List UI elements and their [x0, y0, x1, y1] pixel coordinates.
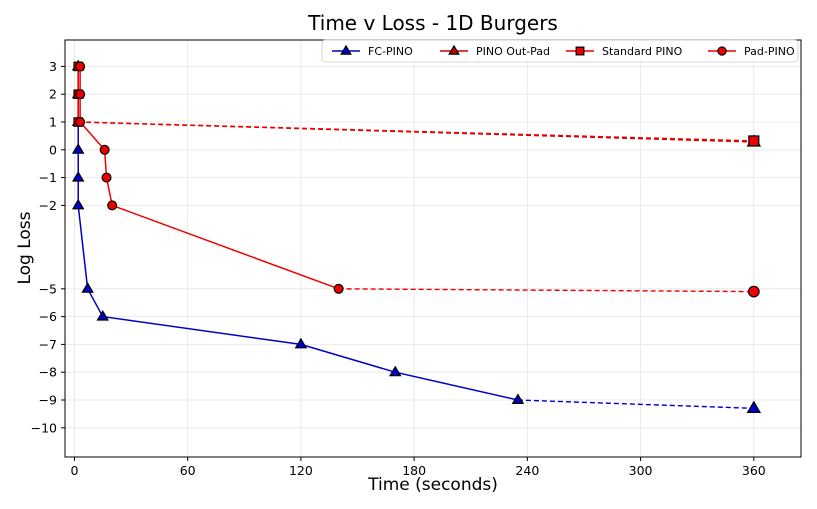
data-point — [75, 61, 86, 72]
x-tick-label: 180 — [402, 463, 426, 478]
data-point — [81, 282, 94, 293]
final-data-point — [747, 285, 760, 298]
y-axis-label: Log Loss — [15, 211, 35, 284]
data-point — [75, 116, 86, 128]
series-line — [77, 66, 519, 401]
legend-marker — [340, 44, 352, 55]
series-standard-pino — [73, 61, 760, 147]
x-tick-label: 240 — [515, 463, 539, 478]
data-point — [511, 393, 525, 404]
plot-frame — [64, 39, 802, 458]
chart-title: Time v Loss - 1D Burgers — [307, 11, 558, 35]
data-point — [333, 283, 344, 294]
data-point — [294, 337, 308, 349]
x-tick-label: 360 — [742, 463, 766, 478]
series-extrapolation-line — [78, 121, 754, 142]
x-tick-label: 120 — [289, 463, 313, 478]
grid-lines — [65, 40, 801, 457]
y-tick-label: −2 — [39, 198, 57, 213]
legend-box — [321, 39, 799, 63]
x-tick-label: 300 — [629, 463, 653, 478]
data-point — [71, 143, 85, 154]
x-axis-label: Time (seconds) — [367, 475, 498, 495]
data-point — [71, 170, 85, 182]
y-tick-label: 2 — [49, 87, 57, 102]
legend-label: FC-PINO — [368, 45, 413, 58]
legend: FC-PINO PINO Out-Pad Standard PINO Pad-PINO — [321, 39, 799, 63]
legend-marker — [448, 44, 460, 55]
data-point — [75, 89, 86, 100]
y-tick-label: 0 — [49, 142, 57, 157]
legend-label: Standard PINO — [602, 45, 683, 58]
x-tick-label: 0 — [70, 463, 78, 478]
data-point — [96, 309, 109, 321]
data-point — [101, 172, 112, 183]
legend-marker — [575, 46, 585, 56]
legend-label: PINO Out-Pad — [476, 45, 550, 58]
series-pino-out-pad — [71, 59, 762, 147]
data-point — [99, 144, 110, 155]
data-point — [71, 198, 85, 210]
series-fc-pino — [71, 59, 762, 413]
data-point — [107, 200, 118, 211]
series-layer — [71, 59, 762, 413]
series-pad-pino — [75, 61, 760, 298]
y-tick-label: −10 — [31, 420, 57, 435]
legend-marker — [717, 46, 727, 56]
y-tick-label: 3 — [49, 59, 57, 74]
legend-label: Pad-PINO — [744, 45, 795, 58]
final-data-point — [748, 135, 760, 147]
y-tick-label: −6 — [39, 309, 57, 324]
y-tick-label: −8 — [39, 365, 57, 380]
x-tick-label: 60 — [180, 463, 196, 478]
y-tick-label: −1 — [39, 170, 57, 185]
series-extrapolation-line — [517, 399, 754, 410]
y-tick-label: −5 — [39, 281, 57, 296]
axis-ticks: 0 60 120 180 240 300 360 3 2 1 0 −1 −2 −5 −6 −7 −8 −9 −10 — [31, 59, 766, 478]
y-tick-label: −9 — [39, 393, 57, 408]
data-point — [389, 365, 402, 377]
y-tick-label: 1 — [49, 115, 57, 130]
y-tick-label: −7 — [39, 337, 57, 352]
series-extrapolation-line — [338, 288, 754, 293]
final-data-point — [746, 400, 762, 413]
